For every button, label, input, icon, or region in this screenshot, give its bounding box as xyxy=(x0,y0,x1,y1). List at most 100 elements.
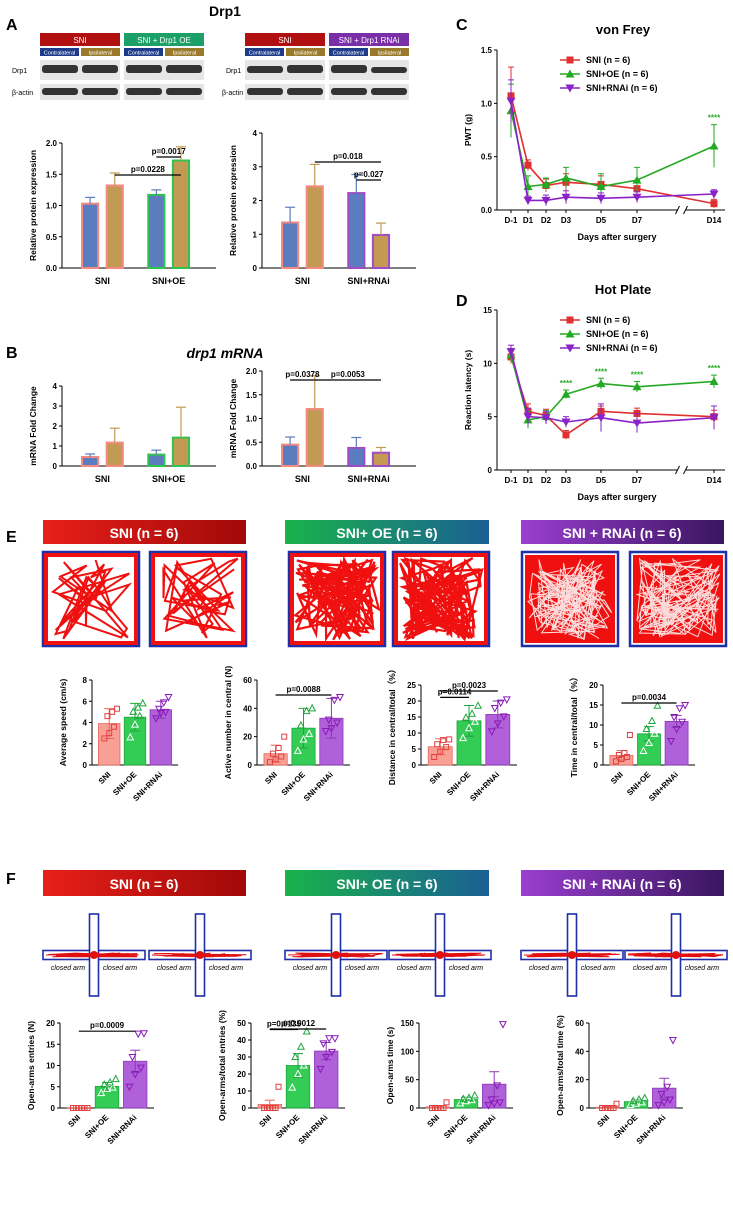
y-axis-label: Open-arms entries (N) xyxy=(26,1021,36,1110)
lane-label-bg xyxy=(124,48,163,56)
open-field-track xyxy=(520,550,620,648)
open-field-track xyxy=(148,550,248,648)
chart-F4: 0 20 40 60 Open-arms/total time (%) SNI SNI+OE… xyxy=(555,1015,683,1146)
data-point xyxy=(126,732,135,741)
blot-banner-rnai-label: SNI + Drp1 RNAi xyxy=(339,36,400,45)
x-tick-label: D5 xyxy=(596,216,607,225)
lane-label-bg xyxy=(370,48,409,56)
data-point xyxy=(456,1098,465,1107)
center-activity xyxy=(196,951,204,959)
y-tick-label: 50 xyxy=(405,1076,414,1085)
y-axis-label: Distance in central/total（%） xyxy=(387,665,397,785)
x-tick-label: SNI+OE xyxy=(445,770,473,798)
y-tick-label: 4 xyxy=(53,382,58,391)
track-path xyxy=(627,952,724,958)
data-point xyxy=(128,1054,137,1062)
y-axis-label: mRNA Fold Change xyxy=(28,386,38,466)
y-tick-label: 1 xyxy=(53,442,58,451)
data-point xyxy=(596,379,606,388)
y-tick-label: 0.0 xyxy=(46,264,58,273)
chart-A-left: 0.0 0.5 1.0 1.5 2.0 Relative protein expressi… xyxy=(28,139,216,286)
data-point xyxy=(632,193,642,202)
data-point xyxy=(626,1100,635,1109)
data-point xyxy=(330,696,339,705)
chart-B-right: 0.0 0.5 1.0 1.5 2.0 mRNA Fold Change SNI SNI+RN… xyxy=(228,367,416,484)
axis-break-mark xyxy=(675,205,680,215)
x-group-label: SNI xyxy=(295,474,310,484)
data-point xyxy=(161,708,170,717)
data-point xyxy=(565,344,575,353)
chart-A-right: 0 1 2 3 4 Relative protein expression SNI SNI+R… xyxy=(228,129,416,286)
x-group-label: SNI+RNAi xyxy=(348,276,390,286)
panel-letter-b: B xyxy=(6,345,18,362)
y-axis-label: PWT (g) xyxy=(463,114,473,146)
y-tick-label: 30 xyxy=(237,1053,246,1062)
data-point xyxy=(443,744,450,751)
data-point xyxy=(106,730,113,737)
f-banner-oe xyxy=(285,870,489,896)
y-tick-label: 5 xyxy=(51,1083,56,1092)
track-path xyxy=(527,559,613,641)
blot-band xyxy=(331,65,367,73)
x-tick-label: D7 xyxy=(632,216,643,225)
blot-banner-oe xyxy=(124,33,204,46)
x-tick-label: SNI xyxy=(97,770,113,786)
y-axis-label: Relative protein expression xyxy=(28,150,38,261)
y-tick-label: 10 xyxy=(589,721,598,730)
open-field-track xyxy=(287,550,387,648)
y-tick-label: 15 xyxy=(407,713,416,722)
f-banner-rnai-label: SNI + RNAi (n = 6) xyxy=(562,876,681,892)
data-point xyxy=(100,1080,109,1088)
data-point xyxy=(269,1105,276,1111)
x-tick-label: D-1 xyxy=(505,476,518,485)
data-point xyxy=(102,1084,112,1092)
y-tick-label: 2 xyxy=(53,422,58,431)
data-point xyxy=(84,1105,91,1111)
bar xyxy=(305,185,324,269)
y-tick-label: 10 xyxy=(407,729,416,738)
significance-label: p=0.0012 xyxy=(281,1019,316,1028)
blot-banner-sni-right xyxy=(245,33,325,46)
panel-letter-c: C xyxy=(456,17,468,34)
x-tick-label: SNI+OE xyxy=(83,1113,111,1141)
data-point xyxy=(467,709,477,717)
blot-row-label-drp1: Drp1 xyxy=(226,68,241,75)
data-point xyxy=(495,1099,504,1107)
data-point xyxy=(291,1052,300,1060)
data-point xyxy=(159,699,168,707)
y-tick-label: 0.5 xyxy=(481,153,493,162)
panel-letter-f: F xyxy=(6,871,16,888)
track-path xyxy=(391,952,486,958)
x-group-label: SNI+RNAi xyxy=(348,474,390,484)
bar xyxy=(105,441,124,468)
blot-band xyxy=(371,88,407,95)
significance-label: p=0.027 xyxy=(354,170,384,179)
x-tick-label: D2 xyxy=(541,476,552,485)
data-point xyxy=(470,1090,479,1099)
data-point xyxy=(152,715,161,723)
e-banner-oe xyxy=(285,520,489,544)
closed-arm-label: closed arm xyxy=(529,965,563,972)
y-tick-label: 5 xyxy=(412,745,417,754)
data-point xyxy=(288,1083,297,1091)
closed-arm-label: closed arm xyxy=(685,965,719,972)
bar xyxy=(105,184,124,269)
data-point xyxy=(670,714,679,722)
data-point xyxy=(443,1099,450,1106)
lane-label: Contralateral xyxy=(44,51,76,57)
data-point xyxy=(446,736,453,743)
bar xyxy=(371,233,391,270)
y-tick-label: 1.0 xyxy=(246,415,258,424)
data-point xyxy=(133,703,143,711)
data-point xyxy=(440,737,447,744)
data-point xyxy=(632,419,642,428)
x-tick-label: SNI+RNAi xyxy=(106,1113,139,1146)
significance-stars: **** xyxy=(560,379,573,388)
series-line xyxy=(510,110,715,188)
y-tick-label: 2 xyxy=(83,740,88,749)
e-banner-rnai xyxy=(521,520,724,544)
data-point xyxy=(281,733,288,740)
chart-B-left: 0 1 2 3 4 mRNA Fold Change SNI SNI+OE xyxy=(28,382,216,484)
x-tick-label: SNI+RNAi xyxy=(468,770,501,803)
